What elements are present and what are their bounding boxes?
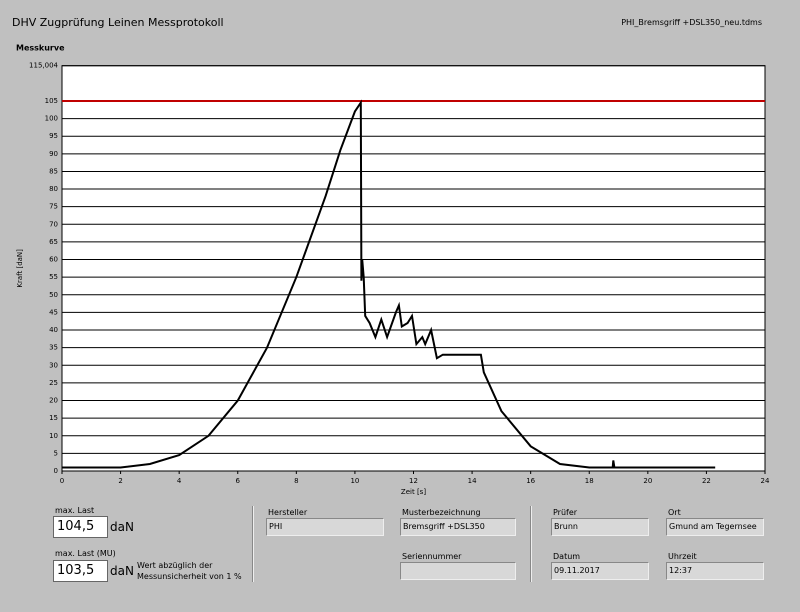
- y-tick-label: 105: [45, 97, 58, 105]
- x-tick-label: 0: [60, 477, 64, 485]
- y-axis-label: Kraft [daN]: [16, 249, 24, 288]
- label: Ort: [668, 508, 681, 517]
- y-tick-label: 5: [54, 449, 58, 457]
- y-tick-label: 100: [45, 115, 58, 123]
- field: Brunn: [551, 518, 649, 536]
- value-box: 104,5: [53, 516, 108, 538]
- y-tick-label: 40: [49, 326, 58, 334]
- x-tick-label: 24: [761, 477, 770, 485]
- y-tick-label: 35: [49, 344, 58, 352]
- value-box: 103,5: [53, 560, 108, 582]
- separator: [530, 506, 532, 582]
- y-tick-label: 30: [49, 361, 58, 369]
- y-tick-label: 55: [49, 273, 58, 281]
- y-tick-label: 90: [49, 150, 58, 158]
- x-tick-label: 6: [236, 477, 241, 485]
- unit: daN: [110, 520, 134, 534]
- y-tick-label: 0: [54, 467, 58, 475]
- note: Wert abzüglich der Messunsicherheit von …: [137, 561, 242, 581]
- label: max. Last (MU): [55, 549, 116, 558]
- y-tick-label: 20: [49, 397, 58, 405]
- y-tick-label: 75: [49, 203, 58, 211]
- x-tick-label: 2: [118, 477, 122, 485]
- separator: [252, 506, 254, 582]
- field: 09.11.2017: [551, 562, 649, 580]
- y-tick-label: 85: [49, 167, 58, 175]
- chart: Messkurve0510152025303540455055606570758…: [16, 44, 770, 497]
- y-tick-label: 10: [49, 432, 58, 440]
- label: Musterbezeichnung: [402, 508, 481, 517]
- label: max. Last: [55, 506, 95, 515]
- field: Gmund am Tegernsee: [666, 518, 764, 536]
- y-tick-label: 65: [49, 238, 58, 246]
- x-tick-label: 14: [468, 477, 477, 485]
- field: [400, 562, 516, 580]
- force-curve: [62, 99, 716, 469]
- x-axis-label: Zeit [s]: [401, 488, 426, 496]
- x-tick-label: 16: [526, 477, 535, 485]
- x-tick-label: 22: [702, 477, 711, 485]
- x-tick-label: 4: [177, 477, 182, 485]
- label: Uhrzeit: [668, 552, 697, 561]
- y-tick-label: 50: [49, 291, 58, 299]
- x-tick-label: 12: [409, 477, 418, 485]
- x-tick-label: 8: [294, 477, 298, 485]
- label: Prüfer: [553, 508, 578, 517]
- unit: daN: [110, 564, 134, 578]
- x-tick-label: 18: [585, 477, 594, 485]
- y-tick-label: 45: [49, 308, 58, 316]
- x-tick-label: 20: [643, 477, 652, 485]
- field: PHI: [266, 518, 384, 536]
- label: Datum: [553, 552, 581, 561]
- x-tick-label: 10: [350, 477, 359, 485]
- page-title: DHV Zugprüfung Leinen Messprotokoll: [12, 16, 224, 29]
- y-tick-label: 115,004: [29, 62, 58, 70]
- chart-title: Messkurve: [16, 44, 65, 53]
- label: Seriennummer: [402, 552, 462, 561]
- field: Bremsgriff +DSL350: [400, 518, 516, 536]
- label: Hersteller: [268, 508, 308, 517]
- y-tick-label: 25: [49, 379, 58, 387]
- y-tick-label: 95: [49, 132, 58, 140]
- field: 12:37: [666, 562, 764, 580]
- y-tick-label: 15: [49, 414, 58, 422]
- plot-area: [61, 65, 766, 472]
- y-tick-label: 80: [49, 185, 58, 193]
- y-tick-label: 70: [49, 220, 58, 228]
- file-name: PHI_Bremsgriff +DSL350_neu.tdms: [621, 18, 762, 27]
- y-tick-label: 60: [49, 256, 58, 264]
